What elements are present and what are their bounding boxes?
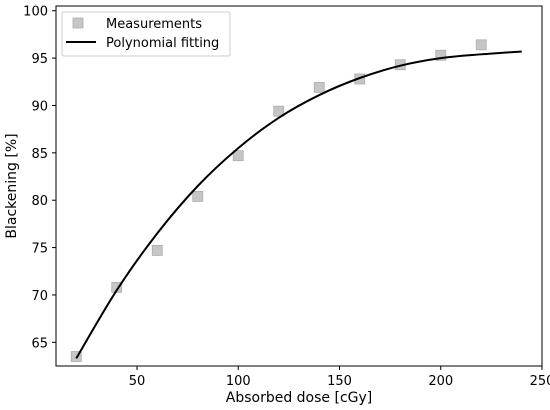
x-tick-label: 150 bbox=[327, 374, 352, 389]
legend: Measurements Polynomial fitting bbox=[61, 11, 231, 57]
measurement-point bbox=[313, 82, 325, 93]
measurement-point bbox=[273, 105, 285, 117]
axis-ticks: 50 100 150 200 250 65 70 75 80 85 90 95 100 bbox=[23, 5, 550, 389]
measurement-point bbox=[192, 191, 204, 202]
measurement-point bbox=[232, 150, 244, 162]
measurement-point bbox=[475, 39, 487, 51]
y-tick-label: 80 bbox=[31, 194, 48, 209]
y-tick-label: 75 bbox=[31, 242, 48, 257]
y-tick-label: 70 bbox=[31, 289, 48, 304]
measurement-point bbox=[435, 49, 447, 61]
x-tick-label: 50 bbox=[129, 374, 146, 389]
polynomial-fit-line bbox=[75, 50, 522, 359]
y-tick-label: 65 bbox=[31, 336, 48, 351]
data-marks bbox=[70, 39, 522, 362]
measurement-point bbox=[151, 245, 163, 256]
measurement-point bbox=[111, 281, 123, 293]
plot-area bbox=[55, 5, 543, 367]
legend-label-polynomial-fitting: Polynomial fitting bbox=[106, 36, 219, 51]
plot-frame bbox=[55, 5, 543, 367]
y-tick-label: 90 bbox=[31, 99, 48, 114]
legend-box bbox=[61, 11, 231, 57]
y-tick-label: 100 bbox=[23, 5, 48, 20]
x-tick-label: 100 bbox=[226, 374, 251, 389]
y-tick-label: 85 bbox=[31, 147, 48, 162]
y-axis-label: Blackening [%] bbox=[4, 133, 20, 238]
legend-marker-measurements bbox=[72, 17, 84, 29]
y-tick-label: 95 bbox=[31, 52, 48, 67]
x-tick-label: 200 bbox=[428, 374, 453, 389]
legend-label-measurements: Measurements bbox=[106, 17, 202, 32]
x-tick-label: 250 bbox=[530, 374, 550, 389]
x-axis-label: Absorbed dose [cGy] bbox=[226, 390, 372, 406]
